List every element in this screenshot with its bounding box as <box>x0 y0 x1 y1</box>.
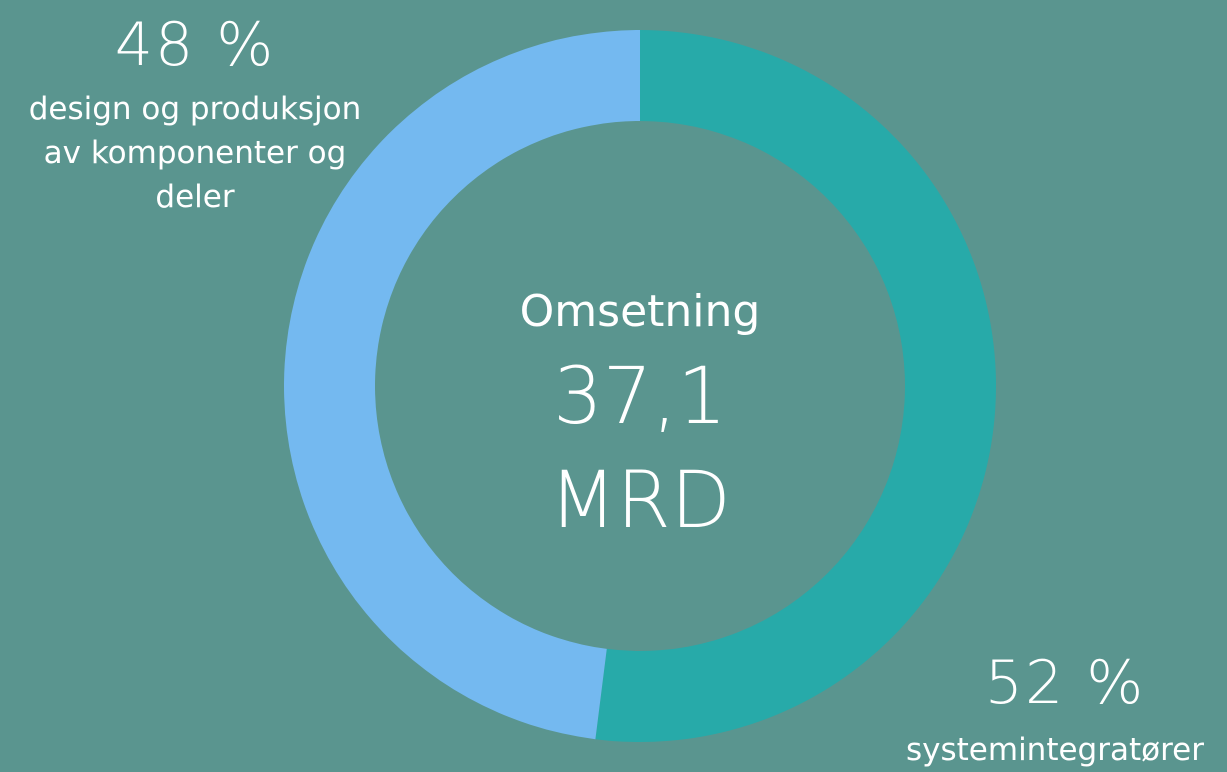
center-unit: MRD <box>549 456 731 546</box>
center-value: 37,1 <box>553 352 727 442</box>
value-label: 52 % <box>984 648 1146 718</box>
category-label: design og produksjon av komponenter og d… <box>28 91 362 215</box>
category-label: systemintegratører <box>906 732 1204 768</box>
donut-segment <box>595 30 996 742</box>
center-title: Omsetning <box>519 286 761 337</box>
donut-segment <box>283 30 640 740</box>
value-label: 48 % <box>114 10 276 80</box>
